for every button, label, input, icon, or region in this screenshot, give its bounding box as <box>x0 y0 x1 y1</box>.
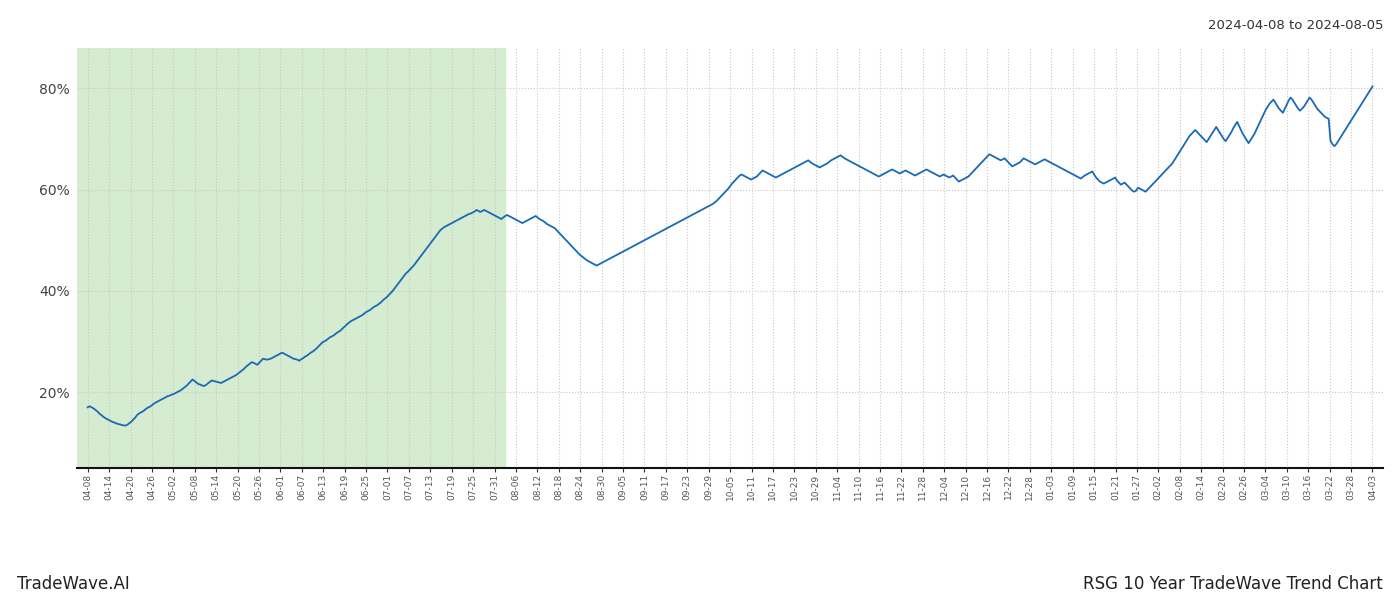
Text: RSG 10 Year TradeWave Trend Chart: RSG 10 Year TradeWave Trend Chart <box>1084 575 1383 593</box>
Bar <box>77 48 505 468</box>
Text: 2024-04-08 to 2024-08-05: 2024-04-08 to 2024-08-05 <box>1208 19 1383 32</box>
Text: TradeWave.AI: TradeWave.AI <box>17 575 130 593</box>
